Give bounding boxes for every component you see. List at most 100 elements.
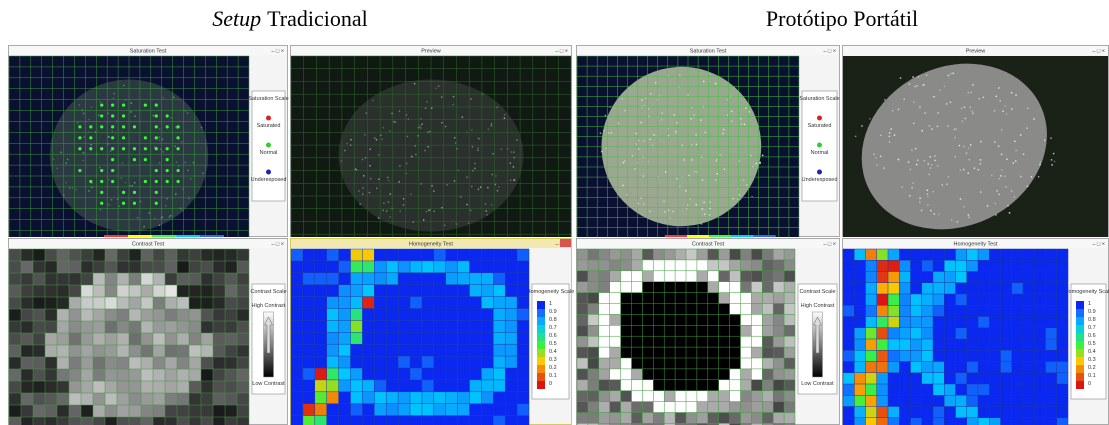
- contrast-cell: [105, 285, 117, 297]
- contrast-cell: [664, 282, 675, 293]
- contrast-cell: [773, 391, 784, 402]
- contrast-cell: [45, 249, 57, 261]
- saturation-dot: [133, 125, 136, 128]
- contrast-cell: [93, 333, 105, 345]
- homogeneity-cell: [1046, 362, 1057, 373]
- legend-title: Saturation Scale: [248, 96, 288, 102]
- speckle: [701, 223, 702, 224]
- speckle: [491, 125, 492, 126]
- homogeneity-cell: [843, 373, 854, 384]
- contrast-cell: [57, 297, 69, 309]
- homogeneity-cell: [339, 332, 351, 344]
- scale-swatch: [537, 357, 545, 365]
- legend-dot: [817, 170, 822, 175]
- speckle: [154, 218, 155, 219]
- scale-label: 0.2: [549, 365, 557, 371]
- speckle: [350, 139, 351, 140]
- homogeneity-cell: [1001, 249, 1012, 260]
- contrast-cell: [153, 357, 165, 369]
- homogeneity-cell: [517, 416, 529, 425]
- homogeneity-cell: [446, 261, 458, 273]
- homogeneity-cell: [339, 380, 351, 392]
- contrast-cell: [719, 325, 730, 336]
- contrast-cell: [237, 357, 249, 369]
- homogeneity-cell: [854, 294, 865, 305]
- speckle: [110, 150, 111, 151]
- contrast-cell: [784, 369, 795, 380]
- homogeneity-cell: [933, 317, 944, 328]
- speckle: [691, 144, 692, 145]
- homogeneity-cell: [315, 320, 327, 332]
- speckle: [362, 193, 363, 194]
- contrast-cell: [9, 321, 21, 333]
- speckle: [470, 210, 471, 211]
- speckle: [919, 197, 920, 198]
- speckle: [455, 142, 456, 143]
- homogeneity-cell: [470, 309, 482, 321]
- speckle: [743, 179, 744, 180]
- contrast-cell: [730, 413, 741, 424]
- contrast-cell: [686, 413, 697, 424]
- homogeneity-cell: [303, 392, 315, 404]
- contrast-cell: [141, 297, 153, 309]
- saturation-dot: [155, 147, 158, 150]
- homogeneity-cell: [978, 272, 989, 283]
- homogeneity-cell: [291, 416, 303, 425]
- contrast-cell: [773, 369, 784, 380]
- speckle: [676, 122, 677, 123]
- contrast-cell: [225, 417, 237, 425]
- homogeneity-cell: [978, 317, 989, 328]
- speckle: [643, 140, 644, 141]
- speckle: [696, 204, 697, 205]
- speckle: [727, 115, 728, 116]
- speckle: [876, 164, 877, 165]
- homogeneity-cell: [1023, 328, 1034, 339]
- homogeneity-cell: [291, 273, 303, 285]
- contrast-cell: [189, 261, 201, 273]
- contrast-cell: [751, 380, 762, 391]
- contrast-cell: [33, 261, 45, 273]
- contrast-cell: [730, 314, 741, 325]
- homogeneity-cell: [505, 261, 517, 273]
- contrast-cell: [751, 282, 762, 293]
- contrast-cell: [762, 358, 773, 369]
- speckle: [685, 190, 686, 191]
- homogeneity-cell: [899, 350, 910, 361]
- contrast-cell: [697, 347, 708, 358]
- homogeneity-cell: [351, 249, 363, 261]
- speckle: [454, 137, 455, 138]
- speckle: [421, 124, 422, 125]
- contrast-cell: [664, 413, 675, 424]
- speckle: [731, 120, 732, 121]
- homogeneity-cell: [1057, 350, 1068, 361]
- speckle: [917, 159, 918, 160]
- homogeneity-cell: [386, 297, 398, 309]
- speckle: [83, 152, 84, 153]
- homogeneity-cell: [493, 285, 505, 297]
- contrast-cell: [93, 369, 105, 381]
- contrast-cell: [719, 336, 730, 347]
- contrast-cell: [213, 417, 225, 425]
- speckle: [383, 210, 384, 211]
- contrast-cell: [675, 380, 686, 391]
- speckle: [638, 148, 639, 149]
- homogeneity-cell: [1034, 283, 1045, 294]
- contrast-cell: [141, 333, 153, 345]
- contrast-cell: [201, 381, 213, 393]
- speckle: [930, 156, 931, 157]
- speckle: [134, 182, 135, 183]
- homogeneity-cell: [922, 384, 933, 395]
- speckle: [962, 120, 963, 121]
- homogeneity-cell: [989, 384, 1000, 395]
- contrast-cell: [708, 402, 719, 413]
- homogeneity-cell: [944, 317, 955, 328]
- homogeneity-cell: [410, 332, 422, 344]
- speckle: [948, 176, 949, 177]
- contrast-cell: [751, 347, 762, 358]
- contrast-cell: [741, 347, 752, 358]
- speckle: [955, 156, 956, 157]
- contrast-cell: [165, 417, 177, 425]
- contrast-cell: [675, 336, 686, 347]
- homogeneity-cell: [517, 368, 529, 380]
- contrast-cell: [141, 393, 153, 405]
